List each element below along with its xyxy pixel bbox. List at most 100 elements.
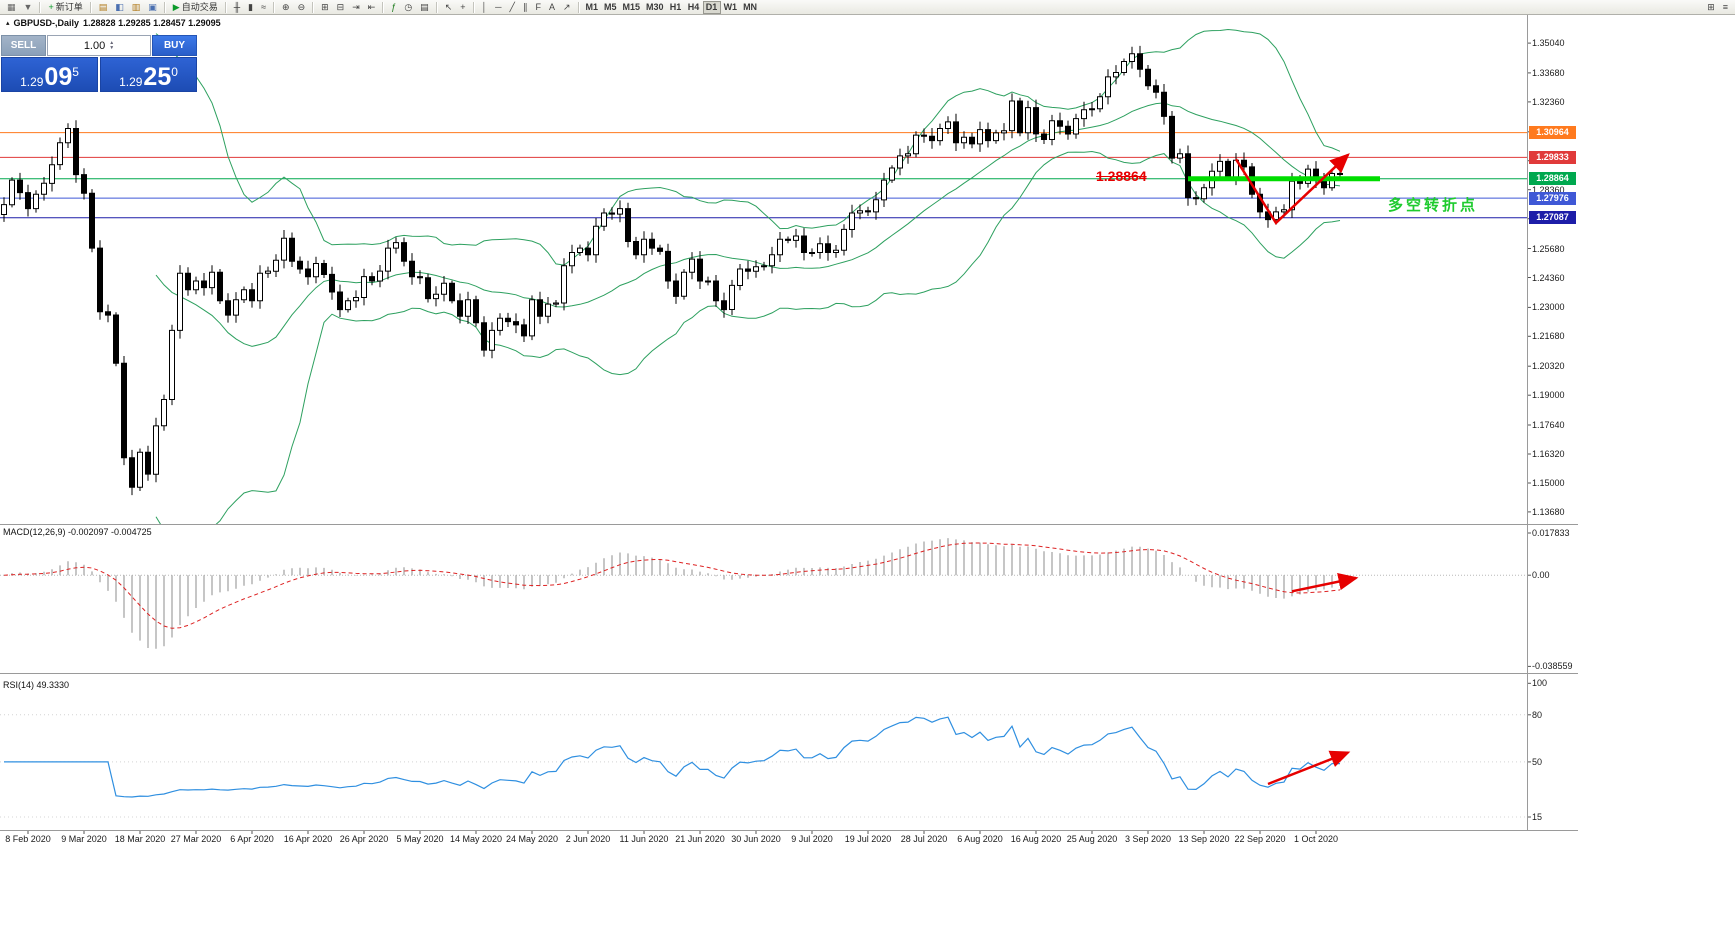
horizontal-levels — [0, 132, 1527, 219]
one-click-trade-panel: SELL 1.00 ▲ ▼ BUY 1.29 09 5 1.29 25 0 — [1, 35, 197, 92]
panel-borders — [0, 15, 1578, 831]
candlesticks — [1, 45, 1343, 496]
sell-price-point: 5 — [72, 65, 79, 79]
line-chart-icon[interactable]: ≈ — [257, 1, 270, 14]
time-scale[interactable] — [0, 831, 1527, 848]
trendline-icon[interactable]: ╱ — [506, 1, 519, 14]
date-label: 8 Feb 2020 — [5, 834, 51, 844]
macd-label: MACD(12,26,9) -0.002097 -0.004725 — [3, 527, 152, 537]
bar-chart-icon[interactable]: ╫ — [230, 1, 244, 14]
price-tick-label: 1.28360 — [1532, 185, 1565, 195]
scale-tick-marks — [27, 42, 1531, 834]
zoom-out-icon[interactable]: ⊖ — [294, 1, 310, 14]
candlestick-icon[interactable]: ▮ — [244, 1, 257, 14]
price-tick-label: 1.17640 — [1532, 420, 1565, 430]
volume-value[interactable]: 1.00 — [83, 39, 106, 52]
candle-wicks — [3, 45, 1341, 496]
navigator-icon: ▥ — [131, 2, 141, 12]
symbol-icon: ▴ — [6, 20, 10, 27]
candlestick-icon: ▮ — [248, 2, 254, 12]
vertical-line-icon[interactable]: │ — [478, 1, 492, 14]
timeframe-d1-button[interactable]: D1 — [702, 0, 721, 14]
cursor-icon: ↖ — [444, 2, 453, 12]
zoom-out-icon: ⊖ — [297, 2, 306, 12]
date-label: 13 Sep 2020 — [1178, 834, 1230, 844]
date-label: 1 Oct 2020 — [1293, 834, 1339, 844]
text-icon[interactable]: A — [545, 1, 559, 14]
autotrade-button[interactable]: ▶ 自动交易 — [169, 1, 222, 14]
timeframe-h4-button[interactable]: H4 — [685, 1, 703, 14]
arrows-icon[interactable]: ↗ — [559, 1, 575, 14]
fibonacci-icon[interactable]: F — [531, 1, 545, 14]
chart-shift-icon[interactable]: ⇤ — [364, 1, 380, 14]
tile-windows-icon[interactable]: ⊞ — [317, 1, 333, 14]
market-watch-icon[interactable]: ▤ — [95, 1, 112, 14]
indicator-window-icon[interactable]: ⊞ — [1703, 1, 1719, 14]
date-label: 18 Mar 2020 — [114, 834, 166, 844]
cursor-icon[interactable]: ↖ — [441, 1, 457, 14]
zoom-in-icon[interactable]: ⊕ — [278, 1, 294, 14]
new-order-button[interactable]: + 新订单 — [44, 1, 86, 14]
toolbar-right-group: ⊞ ≡ — [1703, 1, 1732, 14]
bull-candles — [1, 53, 1335, 488]
timeframe-h1-button[interactable]: H1 — [667, 1, 685, 14]
price-tick-label: 1.15000 — [1532, 478, 1565, 488]
templates-icon[interactable]: ▤ — [416, 1, 433, 14]
sell-button[interactable]: SELL — [1, 35, 46, 56]
periods-icon[interactable]: ◷ — [400, 1, 416, 14]
rsi-line — [4, 716, 1340, 798]
symbol-name: GBPUSD-,Daily — [13, 18, 80, 28]
toolbar-separator — [273, 1, 276, 13]
price-tick-label: 1.19000 — [1532, 390, 1565, 400]
horizontal-line-icon: ─ — [495, 2, 502, 12]
indicators-icon[interactable]: ƒ — [387, 1, 400, 14]
toolbar-separator — [435, 1, 438, 13]
timeframe-mn-button[interactable]: MN — [740, 1, 760, 14]
timeframe-w1-button[interactable]: W1 — [721, 1, 741, 14]
line-chart-icon: ≈ — [261, 2, 267, 12]
date-label: 24 May 2020 — [505, 834, 559, 844]
date-label: 3 Sep 2020 — [1124, 834, 1172, 844]
sell-price-base: 1.29 — [20, 75, 44, 89]
date-label: 30 Jun 2020 — [731, 834, 781, 844]
data-window-icon[interactable]: ◧ — [111, 1, 128, 14]
volume-stepper[interactable]: ▲ ▼ — [109, 39, 115, 51]
timeframe-m30-button[interactable]: M30 — [643, 1, 667, 14]
auto-scroll-icon[interactable]: ⇥ — [348, 1, 364, 14]
date-label: 9 Mar 2020 — [61, 834, 107, 844]
chart-ohlc-header: ▴ GBPUSD-,Daily 1.28828 1.29285 1.28457 … — [6, 18, 221, 28]
price-chart-canvas[interactable] — [0, 0, 1578, 850]
volume-up-icon[interactable]: ▲ — [109, 39, 115, 46]
channel-icon[interactable]: ∥ — [519, 1, 532, 14]
crosshair-icon[interactable]: + — [456, 1, 469, 14]
rsi-label: RSI(14) 49.3330 — [3, 680, 70, 690]
date-label: 21 Jun 2020 — [675, 834, 725, 844]
volume-input[interactable]: 1.00 ▲ ▼ — [47, 35, 151, 56]
navigator-icon[interactable]: ▥ — [128, 1, 145, 14]
indicator-window-icon: ⊞ — [1707, 2, 1715, 12]
macd-tick-label: 0.00 — [1532, 570, 1550, 580]
trendline-icon: ╱ — [509, 2, 515, 12]
cascade-windows-icon[interactable]: ⊟ — [333, 1, 349, 14]
profiles-icon[interactable]: ▼ — [20, 1, 37, 14]
text-icon: A — [548, 2, 555, 12]
terminal-icon[interactable]: ▣ — [144, 1, 161, 14]
price-level-badge: 1.29833 — [1529, 151, 1576, 164]
indicators-icon: ƒ — [391, 2, 397, 12]
more-tools-icon[interactable]: ≡ — [1719, 1, 1732, 14]
top-toolbar: ▦ ▼ + 新订单 ▤ ◧ ▥ ▣ ▶ 自动交易 ╫ ▮ ≈ ⊕ ⊖ ⊞ ⊟ ⇥ ⇤ ƒ ◷ ▤ ↖ + │ ─ ╱ ∥ F A ↗ M1 M5… — [0, 0, 1735, 15]
timeframe-m1-button[interactable]: M1 — [583, 1, 602, 14]
timeframe-m15-button[interactable]: M15 — [620, 1, 644, 14]
price-tick-label: 1.21680 — [1532, 331, 1565, 341]
volume-down-icon[interactable]: ▼ — [109, 44, 115, 51]
horizontal-line-icon[interactable]: ─ — [491, 1, 505, 14]
buy-price-button[interactable]: 1.29 25 0 — [100, 57, 197, 92]
fibonacci-icon: F — [535, 2, 541, 12]
sell-price-button[interactable]: 1.29 09 5 — [1, 57, 98, 92]
autotrade-label: 自动交易 — [181, 2, 218, 12]
new-chart-icon[interactable]: ▦ — [3, 1, 20, 14]
timeframe-m5-button[interactable]: M5 — [601, 1, 620, 14]
buy-button[interactable]: BUY — [152, 35, 197, 56]
zoom-in-icon: ⊕ — [282, 2, 290, 12]
